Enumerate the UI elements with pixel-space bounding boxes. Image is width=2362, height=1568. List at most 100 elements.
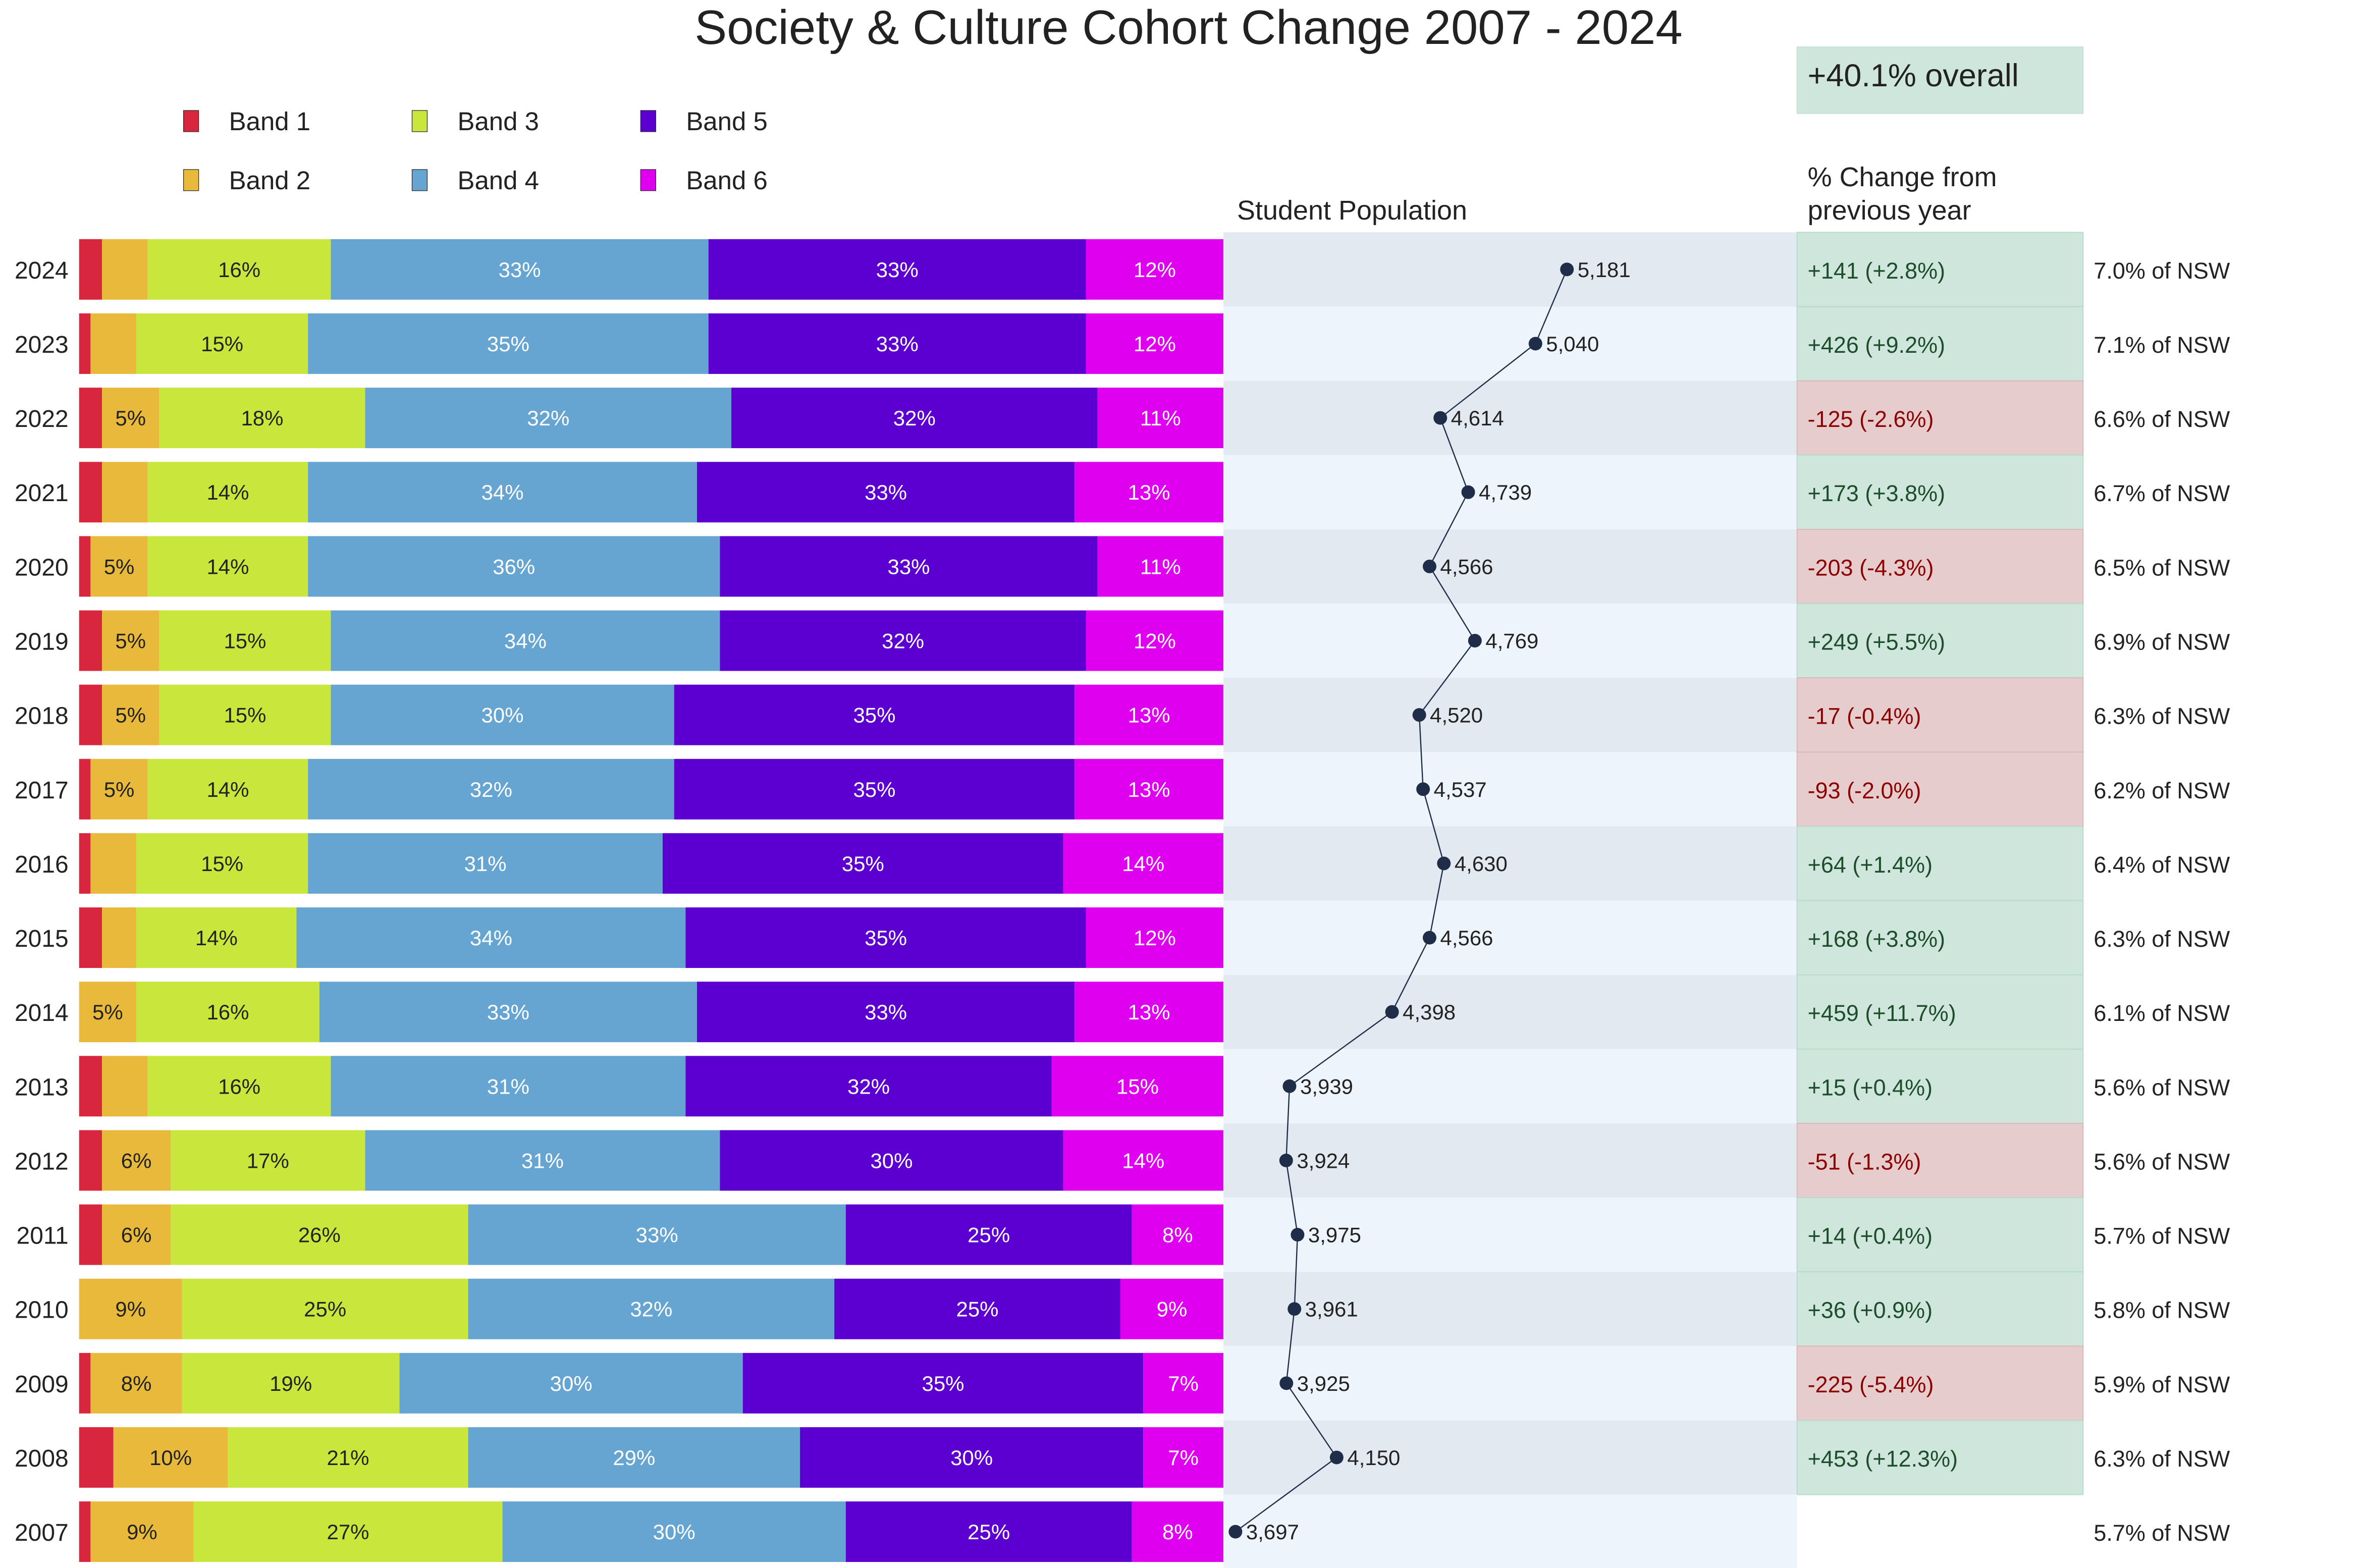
bar-segment-band-1 [79,239,102,300]
population-point-2007 [1228,1525,1243,1539]
population-row-bg [1223,752,1797,827]
population-row-bg [1223,381,1797,455]
change-value: -225 (-5.4%) [1808,1372,1934,1397]
bar-label-band-3: 27% [327,1520,369,1544]
population-label-2016: 4,630 [1455,852,1508,876]
bar-label-band-3: 14% [195,926,238,950]
bar-label-band-5: 35% [842,852,884,876]
year-label: 2011 [17,1223,69,1250]
bar-segment-band-4 [308,536,720,597]
bar-segment-band-2 [102,610,159,671]
bar-segment-band-5 [800,1427,1144,1488]
change-cell [1796,1123,2084,1198]
change-value: -125 (-2.6%) [1808,406,1934,432]
bar-label-band-3: 14% [206,555,249,578]
bar-label-band-3: 15% [224,629,266,653]
legend-label-band-4: Band 4 [457,166,539,195]
row-2012: 2012 6% 17% 31% 30% 14% -51 (-1.3%) 5.6% of NSW [15,1123,2230,1198]
bar-segment-band-3 [193,1501,503,1562]
change-cell [1796,677,2084,753]
change-cell [1796,826,2084,901]
bar-segment-band-5 [845,1501,1132,1562]
bar-label-band-5: 32% [893,406,936,430]
bar-label-band-6: 12% [1134,926,1176,950]
legend-swatch-band-4 [411,169,428,191]
bar-segment-band-3 [159,684,331,745]
year-label: 2022 [15,406,69,432]
change-cell [1796,1197,2084,1273]
bar-segment-band-6 [1075,982,1223,1043]
bar-label-band-3: 26% [298,1223,341,1247]
nsw-share: 5.7% of NSW [2093,1520,2230,1546]
population-label-2019: 4,769 [1485,629,1538,653]
legend-swatch-band-3 [411,110,428,132]
row-2024: 2024 16% 33% 33% 12% +141 (+2.8%) 7.0% of NSW [15,232,2230,307]
change-cell [1796,900,2084,976]
row-2008: 2008 10% 21% 29% 30% 7% +453 (+12.3%) 6.3% of N… [15,1420,2230,1495]
bar-label-band-5: 25% [968,1223,1010,1247]
bar-segment-band-5 [674,759,1075,820]
population-label-2007: 3,697 [1246,1520,1299,1544]
legend-swatch-band-2 [183,169,199,191]
nsw-share: 6.3% of NSW [2093,926,2230,952]
bar-segment-band-3 [147,239,331,300]
population-point-2022 [1433,411,1447,425]
change-cell [1796,1420,2084,1495]
row-2014: 2014 5% 16% 33% 33% 13% +459 (+11.7%) 6.1% of N… [15,974,2230,1050]
bar-segment-band-5 [708,239,1086,300]
bar-segment-band-3 [228,1427,468,1488]
bar-segment-band-5 [697,462,1075,523]
population-label-2021: 4,739 [1479,480,1532,504]
bar-segment-band-1 [79,313,91,374]
legend-swatch-band-1 [183,110,199,132]
bar-segment-band-4 [319,982,697,1043]
population-point-2008 [1329,1450,1344,1465]
bar-segment-band-2 [90,833,137,894]
nsw-share: 5.9% of NSW [2093,1372,2230,1397]
change-value: +14 (+0.4%) [1808,1223,1932,1249]
row-2007: 2007 9% 27% 30% 25% 8% 5.7% of NSW [15,1494,2230,1568]
bar-label-band-5: 33% [876,332,919,356]
rows: 2024 16% 33% 33% 12% +141 (+2.8%) 7.0% of NSW2… [15,232,2230,1568]
bar-segment-band-1 [79,1353,91,1414]
bar-segment-band-5 [720,536,1098,597]
population-label-2010: 3,961 [1305,1297,1358,1321]
nsw-share: 6.6% of NSW [2093,406,2230,432]
bar-segment-band-6 [1086,239,1223,300]
row-2016: 2016 15% 31% 35% 14% +64 (+1.4%) 6.4% of NSW [15,826,2230,901]
legend-label-band-1: Band 1 [229,107,311,136]
population-point-2015 [1423,931,1437,945]
nsw-share: 6.5% of NSW [2093,555,2230,580]
change-value: +426 (+9.2%) [1808,332,1946,358]
nsw-share: 6.3% of NSW [2093,704,2230,729]
bar-segment-band-2 [90,536,148,597]
population-point-2010 [1287,1302,1302,1316]
change-cell [1796,974,2084,1050]
bar-label-band-6: 7% [1168,1372,1199,1395]
bar-segment-band-6 [1143,1353,1223,1414]
bar-segment-band-4 [331,610,720,671]
bar-segment-band-6 [1120,1278,1223,1339]
bar-segment-band-4 [308,462,697,523]
row-2023: 2023 15% 35% 33% 12% +426 (+9.2%) 7.1% of NSW [15,306,2230,382]
bar-label-band-4: 30% [481,704,524,727]
bar-label-band-4: 32% [527,406,569,430]
population-row-bg [1223,529,1797,604]
row-2010: 2010 9% 25% 32% 25% 9% +36 (+0.9%) 5.8% of NSW [15,1271,2230,1347]
bar-segment-band-2 [102,1204,171,1265]
change-value: +173 (+3.8%) [1808,480,1946,506]
population-label-2012: 3,924 [1297,1149,1350,1172]
population-label-2020: 4,566 [1440,555,1493,578]
bar-label-band-3: 15% [201,852,243,876]
bar-segment-band-6 [1075,462,1223,523]
year-label: 2012 [15,1148,69,1175]
bar-label-band-3: 15% [201,332,243,356]
population-row-bg [1223,826,1797,901]
bar-label-band-5: 35% [853,778,895,801]
bar-label-band-6: 12% [1134,258,1176,282]
change-cell [1796,306,2084,382]
bar-segment-band-3 [147,536,308,597]
change-value: +15 (+0.4%) [1808,1074,1932,1100]
nsw-share: 6.2% of NSW [2093,778,2230,803]
